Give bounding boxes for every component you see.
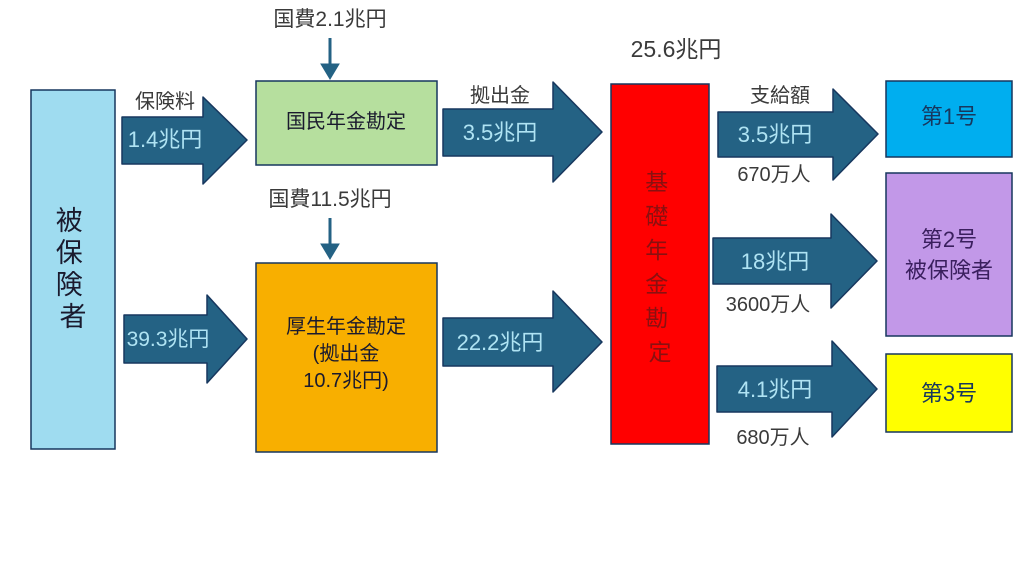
svg-text:3.5兆円: 3.5兆円 xyxy=(738,122,813,147)
svg-text:国費2.1兆円: 国費2.1兆円 xyxy=(273,8,386,31)
svg-text:18兆円: 18兆円 xyxy=(741,249,809,274)
svg-text:39.3兆円: 39.3兆円 xyxy=(127,328,210,351)
svg-text:3600万人: 3600万人 xyxy=(726,293,811,316)
svg-text:25.6兆円: 25.6兆円 xyxy=(631,36,722,62)
svg-text:拠出金: 拠出金 xyxy=(470,84,530,107)
svg-text:被保険者: 被保険者 xyxy=(905,258,993,283)
svg-text:保険料: 保険料 xyxy=(135,90,195,113)
svg-text:4.1兆円: 4.1兆円 xyxy=(738,377,813,402)
svg-text:第3号: 第3号 xyxy=(921,381,977,406)
svg-text:22.2兆円: 22.2兆円 xyxy=(457,330,544,355)
svg-text:10.7兆円): 10.7兆円) xyxy=(303,369,389,392)
svg-text:国民年金勘定: 国民年金勘定 xyxy=(286,110,406,133)
svg-text:1.4兆円: 1.4兆円 xyxy=(128,127,203,152)
svg-text:厚生年金勘定: 厚生年金勘定 xyxy=(286,315,406,338)
svg-text:670万人: 670万人 xyxy=(737,163,810,186)
svg-text:支給額: 支給額 xyxy=(750,84,810,107)
svg-text:(拠出金: (拠出金 xyxy=(313,342,380,365)
svg-text:3.5兆円: 3.5兆円 xyxy=(463,120,538,145)
svg-text:国費11.5兆円: 国費11.5兆円 xyxy=(268,188,391,211)
svg-text:第1号: 第1号 xyxy=(921,104,977,129)
svg-text:680万人: 680万人 xyxy=(736,426,809,449)
svg-text:第2号: 第2号 xyxy=(921,227,977,252)
